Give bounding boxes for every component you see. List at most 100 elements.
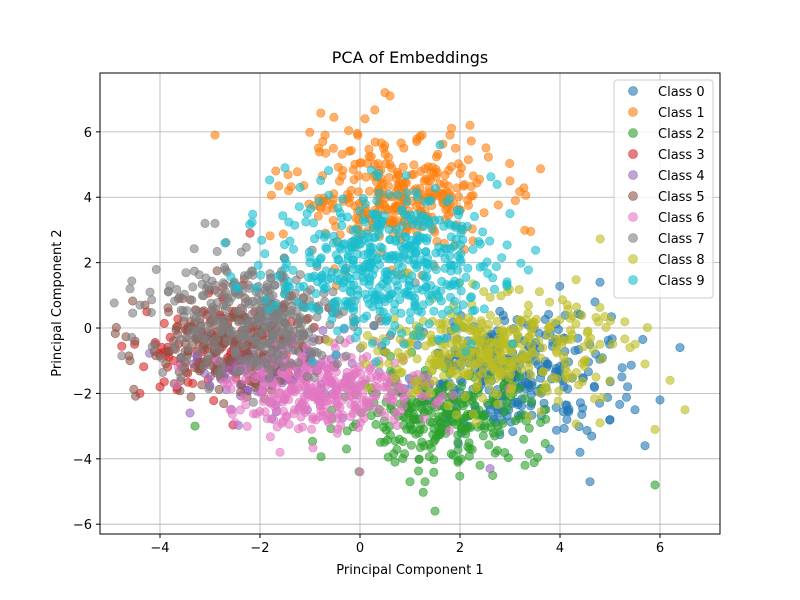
- data-point: [427, 366, 437, 376]
- data-point: [327, 299, 337, 309]
- data-point: [482, 257, 492, 267]
- data-point: [211, 334, 221, 344]
- data-point: [451, 419, 461, 429]
- data-point: [301, 217, 311, 227]
- legend-marker: [628, 107, 638, 117]
- data-point: [313, 211, 323, 221]
- data-point: [260, 249, 270, 259]
- data-point: [450, 143, 460, 153]
- data-point: [197, 279, 207, 289]
- data-point: [219, 377, 229, 387]
- data-point: [459, 318, 469, 328]
- legend-label: Class 7: [658, 232, 705, 247]
- data-point: [219, 319, 229, 329]
- data-point: [485, 464, 495, 474]
- data-point: [420, 381, 430, 391]
- data-point: [575, 447, 585, 457]
- data-point: [249, 409, 259, 419]
- data-point: [457, 358, 467, 368]
- data-point: [338, 194, 348, 204]
- data-point: [478, 227, 488, 237]
- data-point: [493, 200, 503, 210]
- data-point: [510, 196, 520, 206]
- data-point: [398, 162, 408, 172]
- data-point: [563, 304, 573, 314]
- data-point: [271, 382, 281, 392]
- data-point: [409, 160, 419, 170]
- data-point: [197, 291, 207, 301]
- data-point: [446, 449, 456, 459]
- data-point: [314, 196, 324, 206]
- data-point: [445, 251, 455, 261]
- data-point: [449, 359, 459, 369]
- data-point: [187, 325, 197, 335]
- data-point: [231, 281, 241, 291]
- data-point: [251, 283, 261, 293]
- data-point: [286, 358, 296, 368]
- data-point: [523, 265, 533, 275]
- x-tick-label: 0: [356, 541, 364, 556]
- data-point: [441, 325, 451, 335]
- x-tick-label: −4: [150, 541, 169, 556]
- data-point: [164, 307, 174, 317]
- data-point: [261, 295, 271, 305]
- data-point: [176, 334, 186, 344]
- data-point: [399, 339, 409, 349]
- data-point: [519, 434, 529, 444]
- data-point: [460, 392, 470, 402]
- data-point: [200, 218, 210, 228]
- data-point: [135, 300, 145, 310]
- data-point: [248, 209, 258, 219]
- data-point: [430, 183, 440, 193]
- data-point: [545, 297, 555, 307]
- data-point: [623, 382, 633, 392]
- data-point: [514, 285, 524, 295]
- data-point: [294, 397, 304, 407]
- data-point: [272, 348, 282, 358]
- data-point: [499, 338, 509, 348]
- series-class-9: [220, 140, 541, 367]
- data-point: [381, 347, 391, 357]
- data-point: [342, 212, 352, 222]
- data-point: [406, 440, 416, 450]
- data-point: [595, 277, 605, 287]
- data-point: [452, 206, 462, 216]
- data-point: [492, 179, 502, 189]
- data-point: [181, 268, 191, 278]
- data-point: [638, 334, 648, 344]
- data-point: [278, 362, 288, 372]
- legend-marker: [628, 149, 638, 159]
- data-point: [332, 359, 342, 369]
- data-point: [312, 312, 322, 322]
- data-point: [559, 423, 569, 433]
- data-point: [438, 411, 448, 421]
- data-point: [490, 374, 500, 384]
- data-point: [125, 284, 135, 294]
- data-point: [444, 165, 454, 175]
- data-point: [650, 424, 660, 434]
- data-point: [178, 363, 188, 373]
- data-point: [463, 370, 473, 380]
- data-point: [413, 466, 423, 476]
- data-point: [156, 353, 166, 363]
- data-point: [324, 336, 334, 346]
- data-point: [422, 236, 432, 246]
- data-point: [401, 171, 411, 181]
- data-point: [280, 254, 290, 264]
- data-point: [262, 414, 272, 424]
- data-point: [370, 105, 380, 115]
- data-point: [295, 182, 305, 192]
- data-point: [220, 262, 230, 272]
- legend-label: Class 5: [658, 190, 705, 205]
- data-point: [526, 324, 536, 334]
- data-point: [492, 390, 502, 400]
- data-point: [365, 398, 375, 408]
- data-point: [541, 380, 551, 390]
- data-point: [419, 176, 429, 186]
- data-point: [486, 422, 496, 432]
- data-point: [387, 163, 397, 173]
- data-point: [470, 400, 480, 410]
- data-point: [378, 294, 388, 304]
- data-point: [206, 298, 216, 308]
